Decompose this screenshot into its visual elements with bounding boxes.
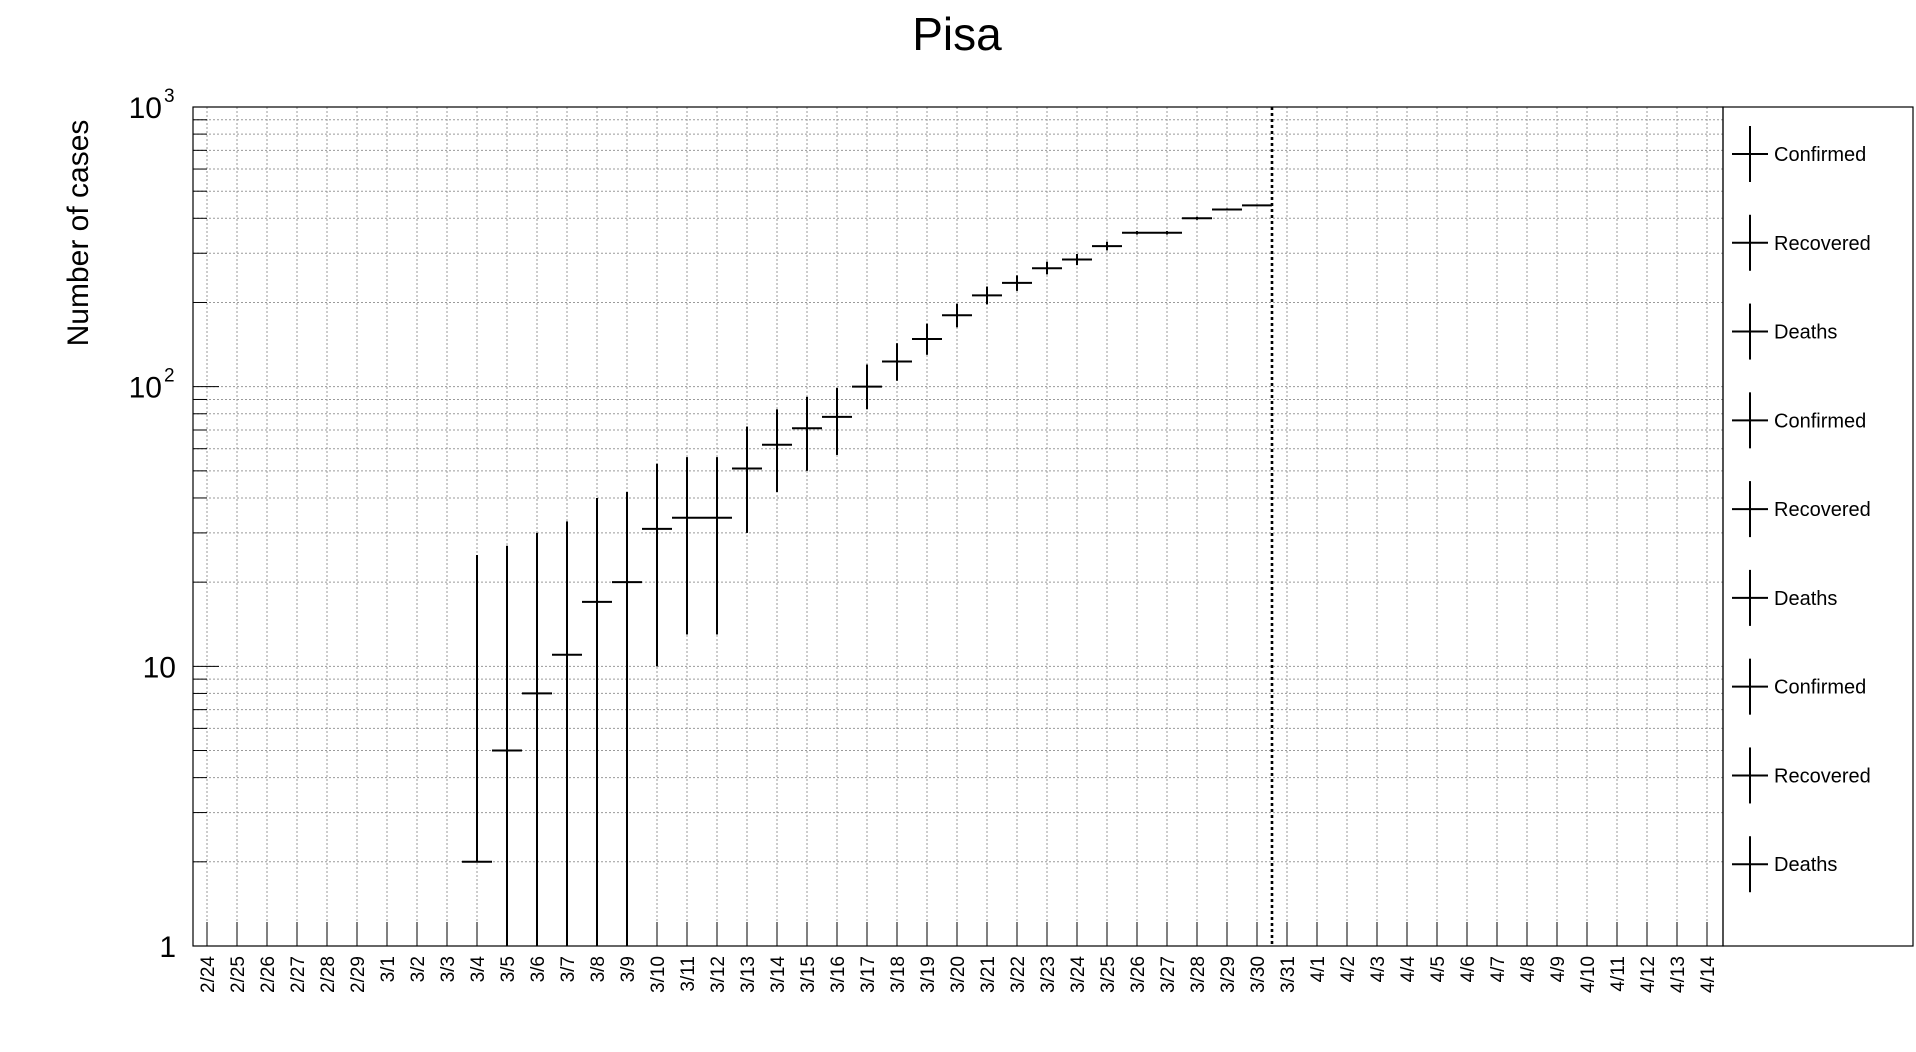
plot-frame: [192, 106, 1914, 947]
x-tick-label: 4/10: [1578, 956, 1599, 993]
x-tick-label: 3/13: [738, 956, 759, 993]
x-tick-label: 3/8: [588, 956, 609, 982]
x-tick-label: 4/14: [1698, 956, 1719, 993]
x-tick-label: 3/18: [888, 956, 909, 993]
x-tick-label: 3/4: [468, 956, 489, 983]
x-tick-label: 3/17: [858, 956, 879, 993]
legend-box-border: [1722, 106, 1914, 947]
x-tick-label: 3/5: [498, 956, 519, 982]
x-tick-label: 3/24: [1068, 956, 1089, 993]
x-tick-label: 3/22: [1008, 956, 1029, 993]
x-tick-label: 4/3: [1368, 956, 1389, 982]
legend-label: Recovered: [1774, 765, 1871, 787]
x-tick-label: 4/2: [1338, 956, 1359, 982]
legend-label: Recovered: [1774, 233, 1871, 255]
y-tick-label: 10: [129, 92, 162, 125]
x-tick-label: 3/25: [1098, 956, 1119, 993]
x-tick-label: 2/25: [228, 956, 249, 993]
data-series-confirmed: [462, 107, 1274, 946]
x-tick-label: 3/31: [1278, 956, 1299, 993]
y-tick-label: 10: [129, 372, 162, 405]
x-tick-label: 2/28: [318, 956, 339, 993]
y-tick-label: 10: [143, 651, 176, 684]
y-axis-label: Number of cases: [62, 120, 95, 347]
y-tick-exponent: 3: [164, 86, 175, 107]
x-tick-label: 3/27: [1158, 956, 1179, 993]
legend-label: Recovered: [1774, 499, 1871, 521]
legend-label: Deaths: [1774, 322, 1837, 344]
x-tick-label: 3/12: [708, 956, 729, 993]
x-tick-label: 3/14: [768, 956, 789, 993]
x-tick-label: 3/2: [408, 956, 429, 982]
x-tick-label: 2/24: [198, 956, 219, 993]
x-tick-label: 3/30: [1248, 956, 1269, 993]
plot-area-border: [192, 106, 1724, 947]
x-tick-label: 2/29: [348, 956, 369, 993]
x-tick-label: 4/13: [1668, 956, 1689, 993]
x-tick-label: 2/26: [258, 956, 279, 993]
x-axis-ticks: 2/24 2/25 2/26 2/27 2/28 2/29 3/1 3/2 3/3 3/4 3/5 3…: [198, 922, 1719, 993]
x-tick-label: 4/1: [1308, 956, 1329, 982]
x-tick-label: 3/26: [1128, 956, 1149, 993]
legend-label: Confirmed: [1774, 410, 1866, 432]
grid-lines: [193, 106, 1723, 946]
x-tick-label: 3/21: [978, 956, 999, 993]
x-tick-label: 3/11: [678, 956, 699, 992]
x-tick-label: 3/1: [378, 956, 399, 982]
x-tick-label: 3/20: [948, 956, 969, 993]
y-tick-exponent: 2: [164, 366, 175, 387]
x-tick-label: 4/12: [1638, 956, 1659, 993]
x-tick-label: 3/15: [798, 956, 819, 993]
x-tick-label: 4/11: [1608, 956, 1629, 992]
x-tick-label: 4/4: [1398, 956, 1419, 983]
x-tick-label: 3/7: [558, 956, 579, 982]
x-tick-label: 3/28: [1188, 956, 1209, 993]
y-tick-label: 1: [159, 931, 176, 964]
chart-title: Pisa: [912, 8, 1002, 60]
x-tick-label: 2/27: [288, 956, 309, 993]
legend-label: Deaths: [1774, 854, 1837, 876]
x-tick-label: 3/19: [918, 956, 939, 993]
x-tick-label: 4/8: [1518, 956, 1539, 982]
x-tick-label: 3/6: [528, 956, 549, 982]
x-tick-label: 4/5: [1428, 956, 1449, 982]
legend-label: Confirmed: [1774, 677, 1866, 699]
x-tick-label: 3/23: [1038, 956, 1059, 993]
legend-label: Deaths: [1774, 588, 1837, 610]
x-tick-label: 3/3: [438, 956, 459, 982]
x-tick-label: 3/10: [648, 956, 669, 993]
x-tick-label: 3/29: [1218, 956, 1239, 993]
x-tick-label: 3/16: [828, 956, 849, 993]
legend-label: Confirmed: [1774, 144, 1866, 166]
x-tick-label: 4/9: [1548, 956, 1569, 982]
x-tick-label: 4/6: [1458, 956, 1479, 982]
legend: Confirmed Recovered Deaths Confirmed Recover…: [1732, 126, 1871, 893]
x-tick-label: 3/9: [618, 956, 639, 982]
x-tick-label: 4/7: [1488, 956, 1509, 982]
